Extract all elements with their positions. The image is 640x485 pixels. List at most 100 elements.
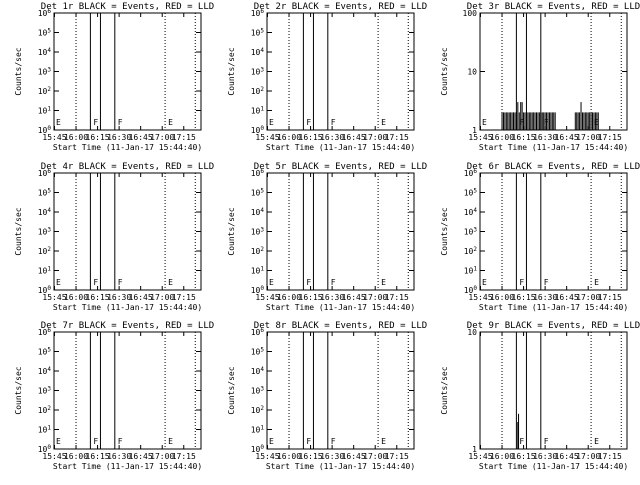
x-tick-label: 17:15 <box>172 452 196 461</box>
x-tick-label: 17:15 <box>385 293 409 302</box>
x-tick-label: 15:45 <box>255 133 279 142</box>
event-label: E <box>168 278 173 287</box>
y-tick-label: 100 <box>251 285 265 295</box>
y-axis-label: Counts/sec <box>14 47 23 95</box>
x-tick-label: 16:00 <box>64 293 88 302</box>
panel-det-2: Det 2r BLACK = Events, RED = LLD Counts/s… <box>227 2 427 152</box>
y-tick-label: 101 <box>251 266 265 276</box>
y-tick-label: 101 <box>38 106 52 116</box>
x-tick-label: 15:45 <box>255 452 279 461</box>
y-tick-label: 100 <box>463 9 478 18</box>
event-label: F <box>118 437 123 446</box>
y-tick-label: 101 <box>464 266 478 276</box>
y-tick-label: 106 <box>38 8 52 18</box>
y-tick-label: 105 <box>38 347 52 357</box>
event-label: E <box>594 278 599 287</box>
x-tick-label: 17:00 <box>576 133 600 142</box>
x-tick-label: 16:45 <box>555 293 579 302</box>
event-label: F <box>306 278 311 287</box>
y-tick-label: 103 <box>38 386 52 396</box>
y-axis-label: Counts/sec <box>440 207 449 255</box>
x-axis-label: Start Time (11-Jan-17 15:44:40) <box>479 303 628 312</box>
y-axis-label: Counts/sec <box>440 366 449 414</box>
event-label: E <box>168 437 173 446</box>
x-tick-label: 16:30 <box>533 452 557 461</box>
x-tick-label: 17:00 <box>576 452 600 461</box>
edge-label: E <box>56 278 61 287</box>
x-tick-label: 16:00 <box>64 452 88 461</box>
plot-title: Det 4r BLACK = Events, RED = LLD <box>41 162 214 172</box>
x-tick-label: 16:15 <box>86 452 110 461</box>
x-tick-label: 17:00 <box>150 133 174 142</box>
x-axis-label: Start Time (11-Jan-17 15:44:40) <box>479 462 628 471</box>
event-label: E <box>381 118 386 127</box>
x-tick-label: 16:30 <box>533 293 557 302</box>
y-tick-label: 104 <box>38 366 52 376</box>
x-tick-label: 15:45 <box>42 452 66 461</box>
edge-label: E <box>269 118 274 127</box>
panel-det-6: Det 6r BLACK = Events, RED = LLD Counts/s… <box>440 162 640 312</box>
y-tick-label: 103 <box>251 386 265 396</box>
plot-frame <box>479 331 628 450</box>
x-tick-label: 16:00 <box>64 133 88 142</box>
y-tick-label: 106 <box>251 168 265 178</box>
x-tick-label: 16:15 <box>299 133 323 142</box>
x-tick-label: 16:45 <box>129 133 153 142</box>
event-label: F <box>93 118 98 127</box>
x-tick-label: 15:45 <box>468 293 492 302</box>
y-tick-label: 104 <box>251 207 265 217</box>
y-tick-label: 104 <box>38 207 52 217</box>
panel-det-7: Det 7r BLACK = Events, RED = LLD Counts/s… <box>14 321 214 471</box>
panel-det-9: Det 9r BLACK = Events, RED = LLD Counts/s… <box>440 321 640 471</box>
x-tick-label: 17:15 <box>172 133 196 142</box>
x-tick-label: 16:30 <box>107 452 131 461</box>
plot-title: Det 5r BLACK = Events, RED = LLD <box>254 162 427 172</box>
x-tick-label: 16:15 <box>86 133 110 142</box>
x-tick-label: 17:15 <box>598 133 622 142</box>
y-tick-label: 102 <box>251 246 265 256</box>
x-tick-label: 16:30 <box>320 293 344 302</box>
edge-label: E <box>482 118 487 127</box>
y-tick-label: 101 <box>251 106 265 116</box>
x-tick-label: 16:15 <box>86 293 110 302</box>
x-tick-label: 17:00 <box>150 293 174 302</box>
y-tick-label: 103 <box>38 67 52 77</box>
x-tick-label: 16:45 <box>555 133 579 142</box>
y-tick-label: 10 <box>467 68 477 77</box>
plot-title: Det 7r BLACK = Events, RED = LLD <box>41 321 214 331</box>
y-tick-label: 1 <box>472 445 477 454</box>
plot-title: Det 2r BLACK = Events, RED = LLD <box>254 2 427 12</box>
y-tick-label: 105 <box>251 347 265 357</box>
y-tick-label: 101 <box>38 266 52 276</box>
x-tick-label: 16:30 <box>107 133 131 142</box>
edge-label: E <box>56 118 61 127</box>
y-tick-label: 102 <box>251 405 265 415</box>
plot-title: Det 6r BLACK = Events, RED = LLD <box>467 162 640 172</box>
y-tick-label: 102 <box>464 246 478 256</box>
event-label: E <box>381 437 386 446</box>
x-axis-label: Start Time (11-Jan-17 15:44:40) <box>53 143 202 152</box>
panel-det-1: Det 1r BLACK = Events, RED = LLD Counts/s… <box>14 2 214 152</box>
panel-det-4: Det 4r BLACK = Events, RED = LLD Counts/s… <box>14 162 214 312</box>
y-tick-label: 106 <box>464 168 478 178</box>
event-label: F <box>118 278 123 287</box>
x-tick-label: 16:45 <box>342 133 366 142</box>
x-tick-label: 16:00 <box>490 133 514 142</box>
x-axis-label: Start Time (11-Jan-17 15:44:40) <box>266 462 415 471</box>
x-tick-label: 16:15 <box>299 452 323 461</box>
plot-title: Det 9r BLACK = Events, RED = LLD <box>467 321 640 331</box>
y-tick-label: 104 <box>464 207 478 217</box>
x-tick-label: 15:45 <box>468 133 492 142</box>
edge-label: E <box>56 437 61 446</box>
event-label: F <box>331 278 336 287</box>
event-label: E <box>594 437 599 446</box>
y-tick-label: 104 <box>251 47 265 57</box>
event-label: F <box>544 278 549 287</box>
y-tick-label: 101 <box>38 425 52 435</box>
y-tick-label: 105 <box>464 188 478 198</box>
y-axis-label: Counts/sec <box>227 207 236 255</box>
x-tick-label: 16:15 <box>299 293 323 302</box>
y-axis-label: Counts/sec <box>227 366 236 414</box>
x-tick-label: 16:45 <box>342 293 366 302</box>
x-tick-label: 15:45 <box>468 452 492 461</box>
